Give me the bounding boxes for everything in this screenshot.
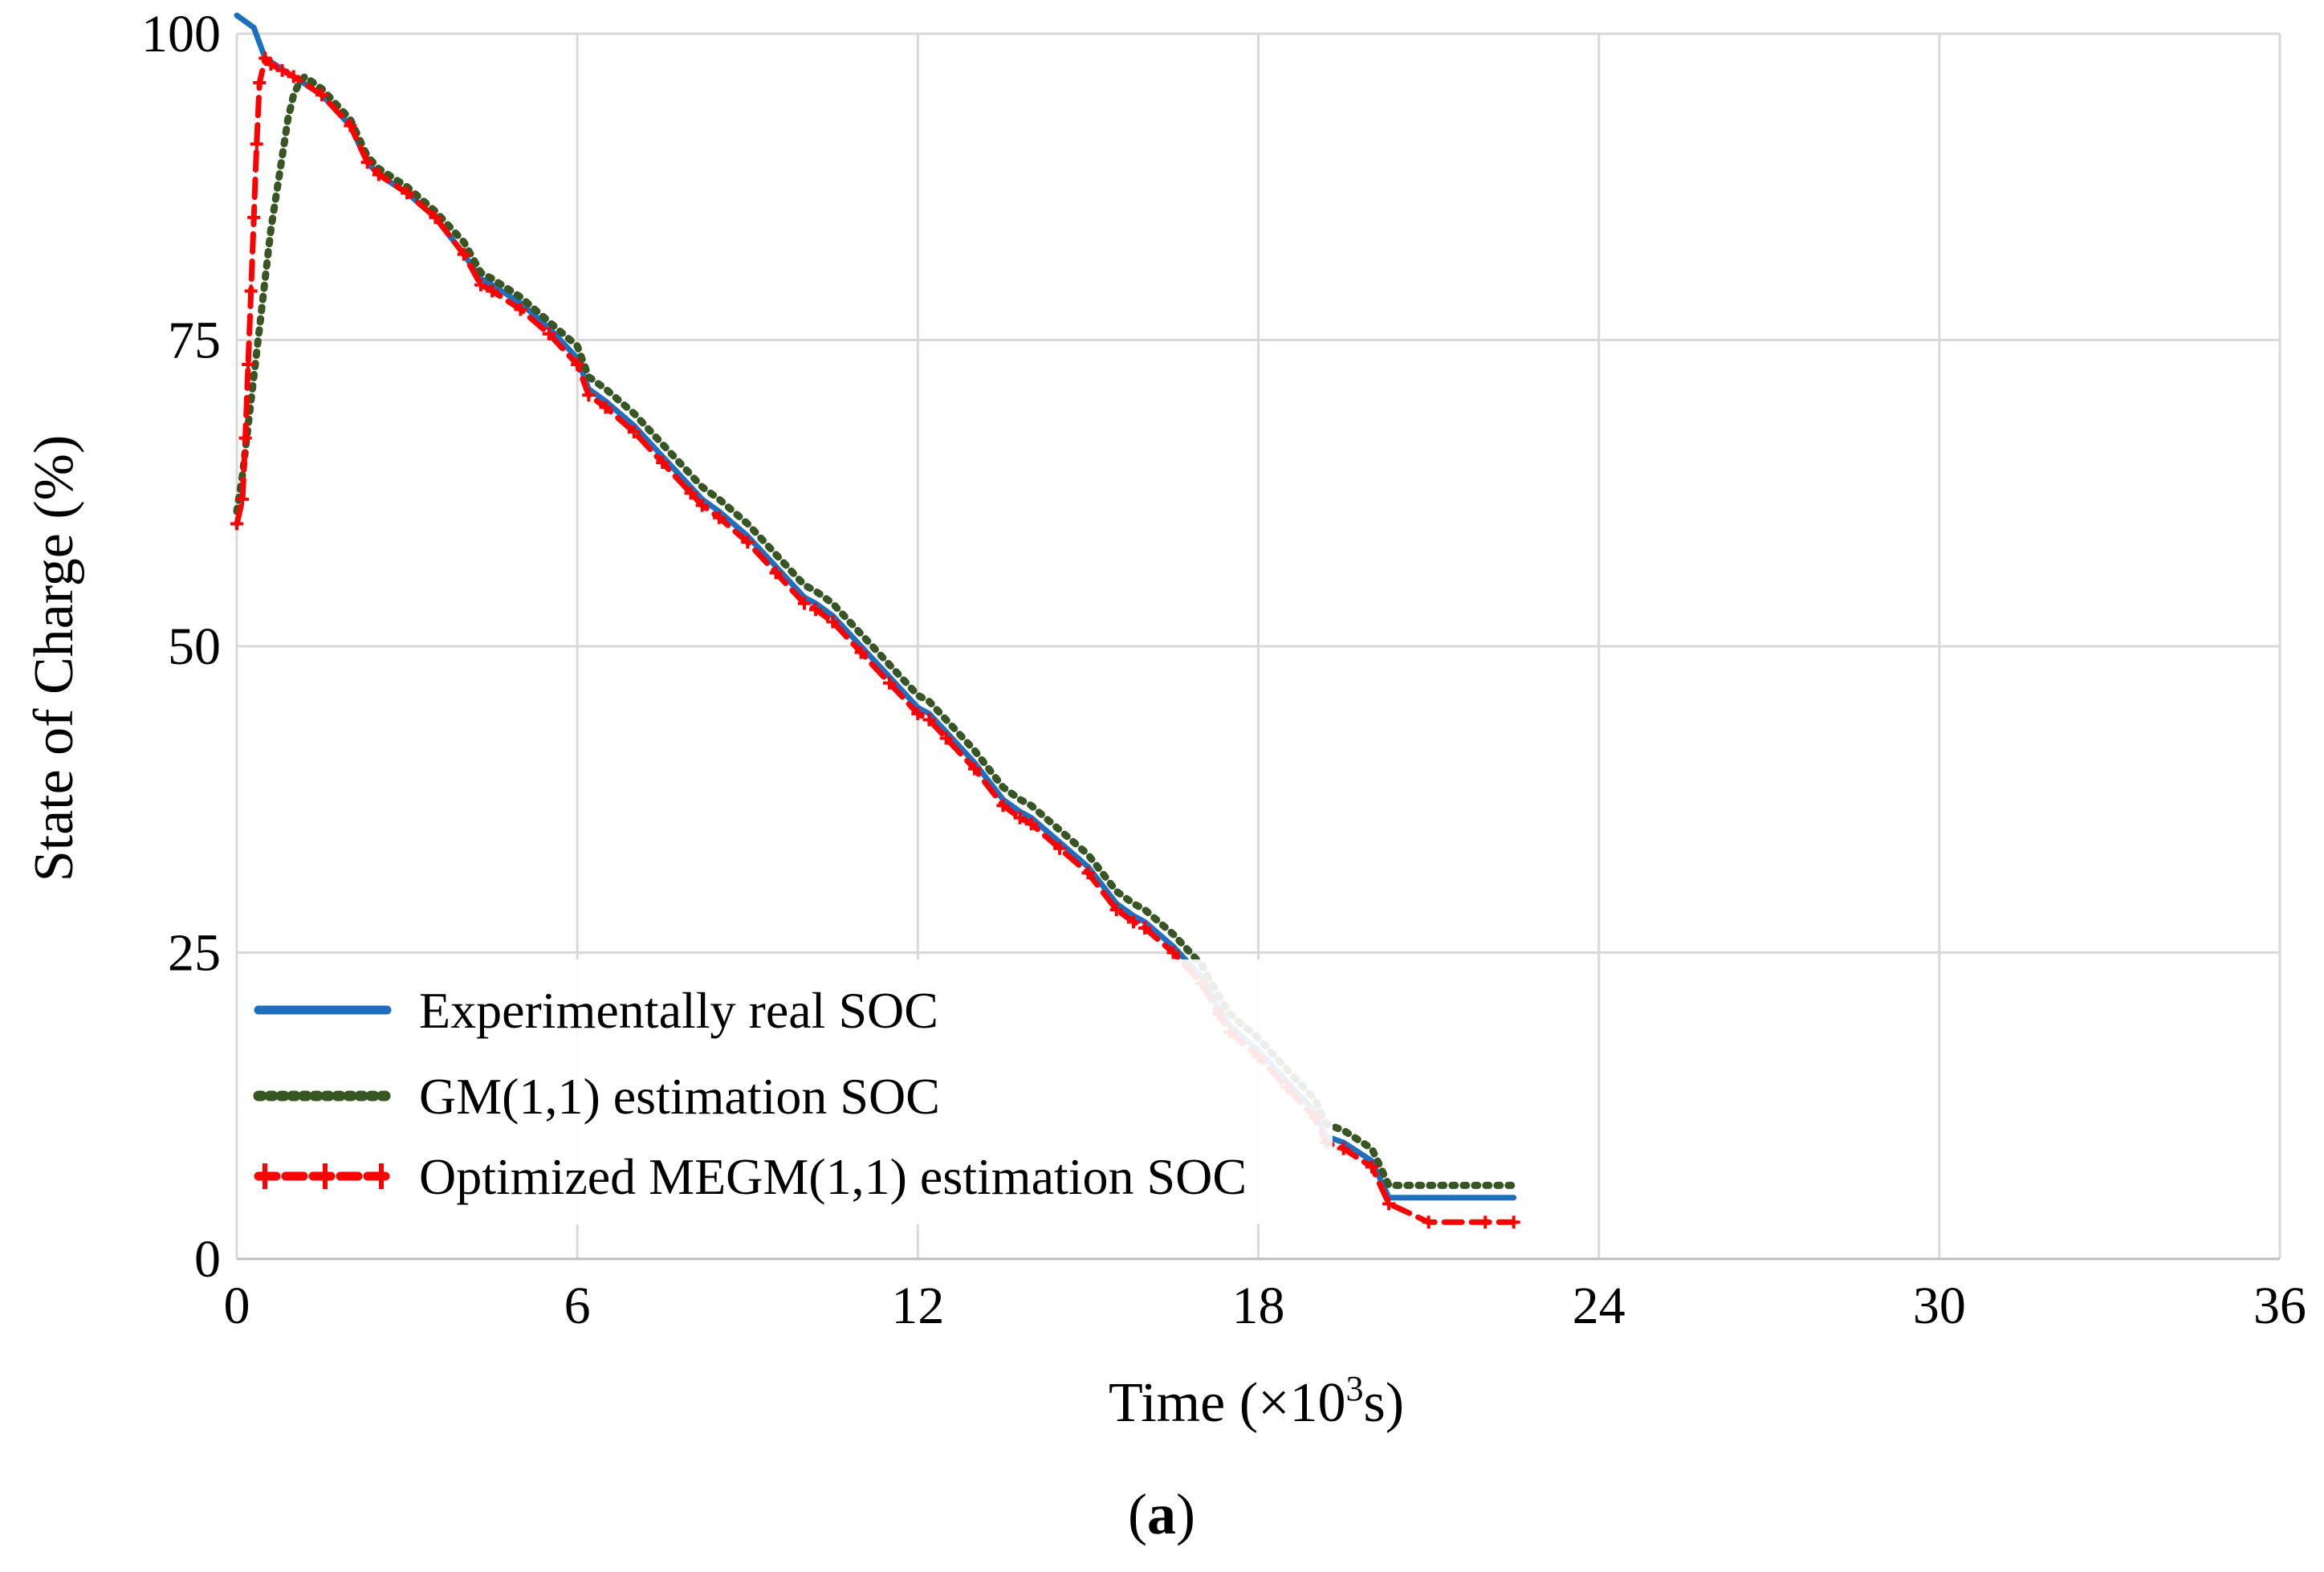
series-2-point-15 — [372, 168, 385, 181]
series-2-point-18 — [457, 247, 470, 261]
y-tick-label-1: 25 — [168, 924, 221, 983]
x-axis-title-main: Time (×10 — [1109, 1372, 1346, 1434]
series-2-point-27 — [656, 456, 670, 470]
series-2-point-5 — [247, 210, 261, 224]
series-2-point-3 — [242, 358, 255, 372]
series-2-point-0 — [230, 517, 243, 531]
legend-item-0: Experimentally real SOC — [254, 982, 938, 1039]
series-2-point-41 — [968, 762, 982, 776]
x-tick-label-6: 36 — [2253, 1277, 2306, 1335]
series-2-point-61 — [1422, 1216, 1435, 1229]
x-axis-title-superscript: 3 — [1346, 1369, 1364, 1408]
gridlines — [235, 32, 2281, 1260]
series-2-point-42 — [996, 799, 1010, 812]
x-tick-label-3: 18 — [1232, 1277, 1285, 1335]
legend: Experimentally real SOC GM(1,1) estimatio… — [241, 959, 1333, 1224]
series-2-point-32 — [769, 566, 783, 580]
series-2-point-40 — [939, 731, 953, 745]
series-2-point-20 — [486, 284, 499, 298]
series-2-point-47 — [1109, 903, 1123, 917]
tick-labels: 0 6 12 18 24 30 36 0 25 50 75 100 — [141, 5, 2306, 1335]
x-axis-title-unit: s) — [1364, 1372, 1405, 1434]
x-axis-title: Time (×103s) — [1109, 1369, 1404, 1434]
series-2-point-16 — [401, 186, 414, 200]
caption-open-paren: ( — [1128, 1482, 1147, 1546]
series-2-point-25 — [599, 401, 613, 414]
series-2-point-9 — [264, 58, 278, 71]
series-2-point-34 — [809, 603, 823, 617]
series-2-point-36 — [854, 645, 868, 659]
legend-label-0: Experimentally real SOC — [419, 982, 938, 1039]
series-2-point-37 — [882, 676, 896, 690]
series-2-point-1 — [236, 492, 250, 506]
series-2-point-21 — [514, 303, 527, 316]
legend-item-1: GM(1,1) estimation SOC — [253, 1068, 940, 1125]
series-2-point-43 — [1013, 811, 1027, 825]
series-2-point-7 — [253, 76, 267, 90]
series-2-point-60 — [1382, 1197, 1396, 1211]
y-axis-title: State of Charge (%) — [23, 435, 85, 882]
series-2-point-11 — [287, 70, 300, 83]
series-2-point-35 — [826, 615, 840, 629]
y-tick-label-4: 100 — [141, 5, 221, 63]
series-2-point-33 — [797, 597, 811, 610]
series-2-point-6 — [250, 137, 263, 151]
y-tick-label-0: 0 — [194, 1230, 221, 1289]
legend-label-2: Optimized MEGM(1,1) estimation SOC — [419, 1148, 1247, 1205]
series-2-point-38 — [911, 707, 925, 720]
series-2-point-46 — [1081, 866, 1095, 880]
x-tick-label-5: 30 — [1913, 1277, 1966, 1335]
x-tick-label-2: 12 — [891, 1277, 944, 1335]
series-2-point-19 — [474, 278, 487, 291]
series-2-point-22 — [542, 327, 556, 340]
series-2-point-29 — [695, 499, 709, 512]
series-2-point-17 — [429, 210, 442, 224]
y-tick-label-3: 75 — [168, 312, 221, 370]
series-2-point-63 — [1507, 1216, 1520, 1229]
series-2-point-39 — [922, 713, 936, 727]
series-2-point-12 — [315, 88, 329, 102]
x-tick-label-4: 24 — [1573, 1277, 1626, 1335]
series-2-point-45 — [1053, 841, 1067, 855]
series-2-point-49 — [1138, 921, 1152, 935]
series-2-point-2 — [238, 431, 252, 445]
series-2-point-4 — [244, 284, 258, 298]
y-tick-label-2: 50 — [168, 617, 221, 676]
series-2-point-31 — [741, 536, 755, 549]
x-tick-label-0: 0 — [224, 1277, 250, 1335]
series-2-point-26 — [627, 425, 641, 438]
series-2-point-44 — [1024, 817, 1038, 831]
legend-item-2: Optimized MEGM(1,1) estimation SOC — [254, 1148, 1247, 1205]
series-2-point-59 — [1365, 1160, 1378, 1174]
series-2-point-28 — [684, 487, 698, 500]
legend-box — [241, 959, 1333, 1224]
x-tick-label-1: 6 — [564, 1277, 591, 1335]
series-2-point-23 — [571, 358, 584, 372]
caption-letter: a — [1147, 1482, 1176, 1546]
series-2-point-14 — [360, 156, 374, 169]
legend-items: Experimentally real SOC GM(1,1) estimatio… — [253, 982, 1247, 1205]
series-2-point-13 — [344, 119, 357, 132]
series-2-point-50 — [1166, 946, 1180, 959]
series-2-point-10 — [275, 63, 289, 77]
figure-caption: (a) — [1128, 1482, 1195, 1546]
caption-close-paren: ) — [1176, 1482, 1195, 1546]
series-2-point-24 — [582, 389, 596, 402]
series-2-point-58 — [1337, 1142, 1350, 1155]
series-2-point-62 — [1479, 1216, 1492, 1229]
series-2-point-48 — [1126, 915, 1140, 929]
series-2-point-30 — [712, 511, 726, 524]
legend-label-1: GM(1,1) estimation SOC — [419, 1068, 940, 1125]
